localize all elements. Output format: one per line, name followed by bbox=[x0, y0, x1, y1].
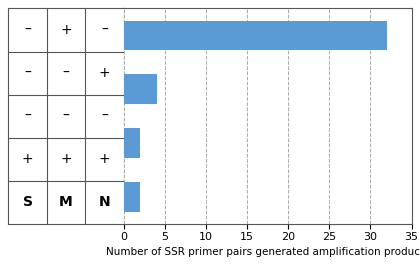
Text: –: – bbox=[101, 23, 108, 37]
Text: –: – bbox=[63, 66, 69, 80]
Text: S: S bbox=[23, 195, 33, 209]
Bar bbox=[123, 20, 387, 50]
Text: –: – bbox=[24, 23, 31, 37]
Bar bbox=[123, 182, 140, 212]
X-axis label: Number of SSR primer pairs generated amplification products: Number of SSR primer pairs generated amp… bbox=[106, 247, 420, 257]
Text: –: – bbox=[101, 109, 108, 123]
Bar bbox=[123, 128, 140, 158]
Text: +: + bbox=[60, 23, 72, 37]
Text: M: M bbox=[59, 195, 73, 209]
Text: +: + bbox=[99, 152, 110, 166]
Text: –: – bbox=[24, 66, 31, 80]
Text: +: + bbox=[22, 152, 34, 166]
Text: –: – bbox=[63, 109, 69, 123]
Text: +: + bbox=[99, 66, 110, 80]
Bar bbox=[123, 74, 157, 104]
Text: +: + bbox=[60, 152, 72, 166]
Text: N: N bbox=[99, 195, 110, 209]
Text: –: – bbox=[24, 109, 31, 123]
